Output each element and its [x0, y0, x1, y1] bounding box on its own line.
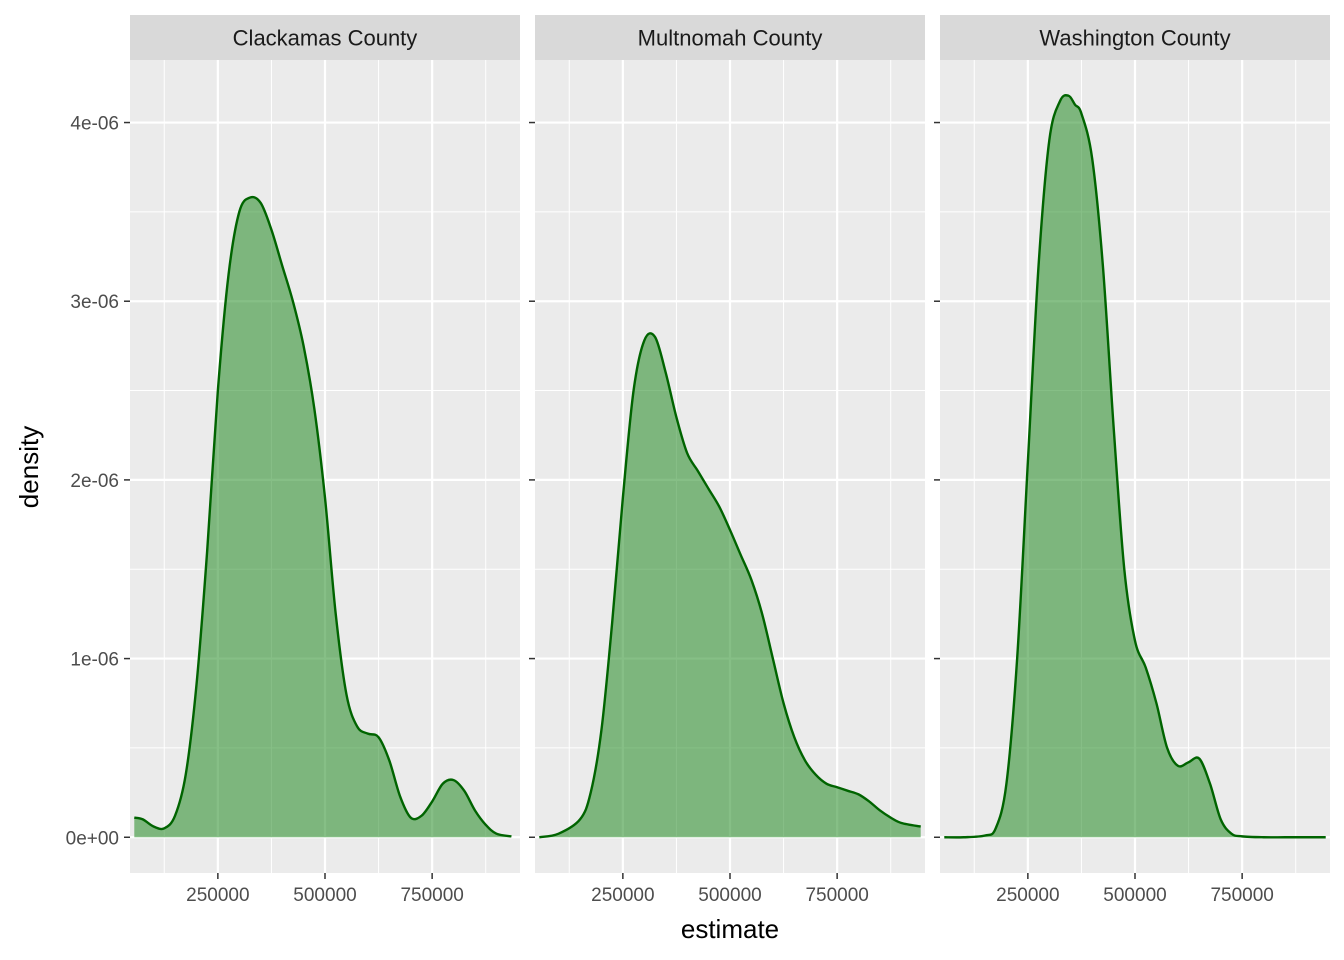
- density-area: [134, 197, 512, 838]
- facet-panel-3: Washington County: [940, 15, 1330, 873]
- y-tick-label: 4e-06: [70, 114, 119, 135]
- y-tick-label: 2e-06: [70, 471, 119, 492]
- density-area: [944, 95, 1326, 838]
- y-tick-label: 3e-06: [70, 292, 119, 313]
- x-tick-label: 750000: [1210, 885, 1273, 906]
- x-tick-label: 750000: [400, 885, 463, 906]
- density-line: [539, 332, 921, 839]
- facet-label: Clackamas County: [233, 26, 418, 51]
- x-tick-label: 250000: [996, 885, 1059, 906]
- x-tick-label: 750000: [805, 885, 868, 906]
- y-axis: 0e+00 1e-06 2e-06 3e-06 4e-06: [66, 114, 940, 849]
- y-tick-label: 1e-06: [70, 650, 119, 671]
- x-axis-1: 250000 500000 750000: [186, 873, 464, 906]
- density-area: [539, 333, 921, 838]
- x-axis-title: estimate: [681, 914, 779, 944]
- x-tick-label: 500000: [1103, 885, 1166, 906]
- x-tick-label: 500000: [698, 885, 761, 906]
- x-tick-label: 250000: [186, 885, 249, 906]
- facet-label: Washington County: [1039, 26, 1230, 51]
- facet-panel-2: Multnomah County: [535, 15, 925, 873]
- x-tick-label: 500000: [293, 885, 356, 906]
- x-axes: 250000 500000 750000 250000 500000 750000 2500…: [186, 873, 1274, 906]
- facet-panels: Clackamas County Multnomah County Washingt…: [130, 15, 1330, 873]
- facet-strip: [940, 15, 1330, 60]
- density-line: [944, 94, 1326, 839]
- y-tick-label: 0e+00: [66, 828, 119, 849]
- facet-strip: [130, 15, 520, 60]
- x-axis-3: 250000 500000 750000: [996, 873, 1274, 906]
- facet-strip: [535, 15, 925, 60]
- density-line: [134, 195, 512, 838]
- facet-panel-1: Clackamas County: [130, 15, 520, 873]
- x-axis-2: 250000 500000 750000: [591, 873, 869, 906]
- x-tick-label: 250000: [591, 885, 654, 906]
- y-axis-title: density: [14, 426, 44, 508]
- facet-label: Multnomah County: [638, 26, 823, 51]
